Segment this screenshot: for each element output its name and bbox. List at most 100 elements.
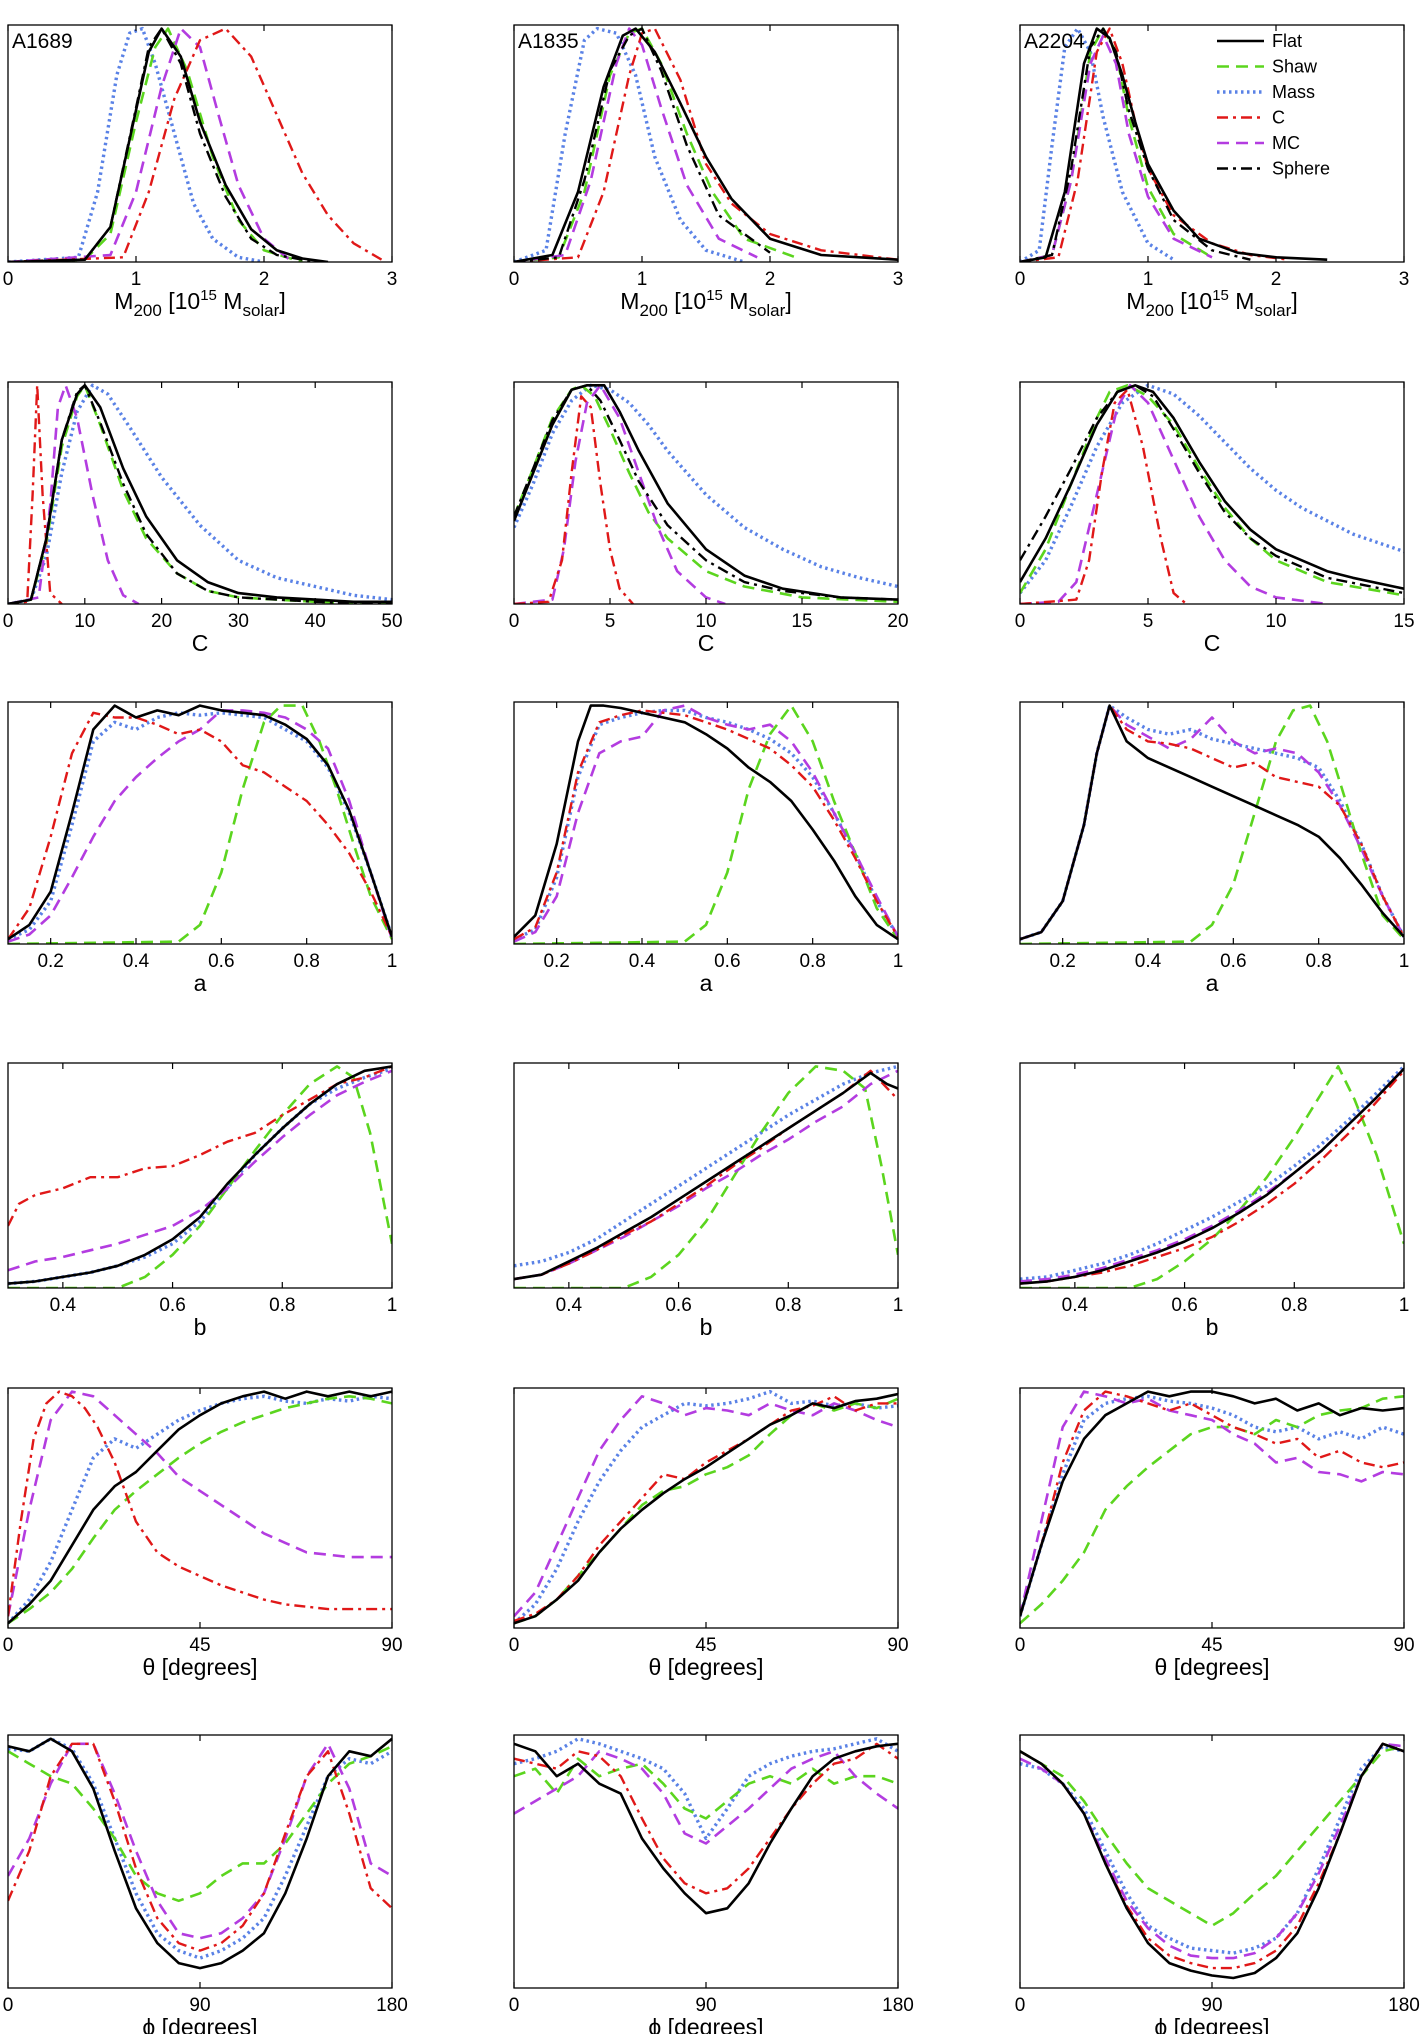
series-mass-line <box>1020 1065 1404 1281</box>
x-axis-label: θ [degrees] <box>648 1654 763 1680</box>
series-mc-line <box>1020 704 1404 941</box>
series-mass-line <box>8 1066 392 1286</box>
series-shaw-line <box>8 27 303 262</box>
series-flat-line <box>8 384 392 604</box>
series-flat-line <box>514 1392 898 1625</box>
series-c-line <box>1020 27 1289 262</box>
series-shaw-line <box>514 27 797 262</box>
axes-frame <box>1019 24 1405 263</box>
axes-frame <box>7 701 393 945</box>
series-mc-line <box>514 1069 898 1281</box>
series-c-line <box>8 27 387 262</box>
x-tick-label: 0.2 <box>543 951 569 972</box>
series-mass-line <box>514 26 745 262</box>
panel-c-A1835: 0 5 10 15 20 C <box>509 381 909 656</box>
x-axis-label: θ [degrees] <box>1154 1654 1269 1680</box>
x-tick-label: 0.8 <box>799 951 825 972</box>
series-flat-line <box>1020 1067 1404 1285</box>
x-axis-label: a <box>1206 970 1219 996</box>
series-lines <box>514 1064 898 1288</box>
series-mass-line <box>514 1389 898 1625</box>
x-axis-label: b <box>1206 1314 1219 1340</box>
x-tick-label: 0 <box>509 611 520 632</box>
x-tick-label: 1 <box>893 951 904 972</box>
series-mass-line <box>8 1394 392 1625</box>
series-lines <box>514 704 898 944</box>
x-tick-label: 1 <box>387 951 398 972</box>
panel-c-A2204: 0 5 10 15 C <box>1015 381 1415 656</box>
series-mc-line <box>514 384 726 604</box>
series-mc-line <box>514 1750 898 1845</box>
series-sphere-line <box>1020 27 1251 262</box>
x-tick-label: 0.6 <box>159 1295 185 1316</box>
axes-frame <box>7 381 393 605</box>
series-shaw-line <box>8 1065 392 1288</box>
series-flat-line <box>514 384 898 601</box>
x-tick-label: 10 <box>1265 611 1286 632</box>
series-c-line <box>8 1065 392 1227</box>
x-tick-label: 90 <box>381 1635 402 1656</box>
x-tick-label: 0 <box>1015 1995 1026 2016</box>
x-axis-label: M200 [1015 Msolar] <box>114 287 285 320</box>
x-tick-label: 0.8 <box>1281 1295 1307 1316</box>
x-tick-label: 0 <box>509 1635 520 1656</box>
series-sphere-line <box>8 27 316 262</box>
x-tick-label: 5 <box>1143 611 1154 632</box>
x-tick-label: 1 <box>893 1295 904 1316</box>
x-tick-label: 0.8 <box>1305 951 1331 972</box>
x-tick-label: 0 <box>3 269 14 290</box>
series-lines <box>1020 383 1404 604</box>
x-tick-label: 1 <box>131 269 142 290</box>
x-tick-label: 1 <box>387 1295 398 1316</box>
series-mc-line <box>514 1395 898 1618</box>
x-tick-label: 90 <box>887 1635 908 1656</box>
panel-a-A1689: 0.2 0.4 0.6 0.8 1 a <box>7 701 398 996</box>
x-tick-label: 0.2 <box>37 951 63 972</box>
x-tick-label: 0.4 <box>556 1295 583 1316</box>
series-mc-line <box>514 704 898 943</box>
series-mc-line <box>1020 1742 1404 1960</box>
series-mc-line <box>1020 1390 1404 1617</box>
x-tick-label: 0 <box>1015 611 1026 632</box>
series-flat-line <box>8 704 392 941</box>
series-shaw-line <box>1020 1395 1404 1625</box>
series-shaw-line <box>1020 27 1213 262</box>
x-tick-label: 180 <box>1388 1995 1420 2016</box>
legend-label-mass: Mass <box>1272 82 1315 102</box>
x-tick-label: 0.8 <box>293 951 319 972</box>
series-shaw-line <box>514 1065 898 1288</box>
x-tick-label: 15 <box>1393 611 1414 632</box>
x-tick-label: 1 <box>1399 951 1410 972</box>
x-tick-label: 180 <box>882 1995 914 2016</box>
x-tick-label: 10 <box>74 611 95 632</box>
x-tick-label: 0.6 <box>1220 951 1246 972</box>
series-mass-line <box>1020 1744 1404 1955</box>
series-flat-line <box>8 1065 392 1285</box>
x-tick-label: 45 <box>695 1635 716 1656</box>
series-shaw-line <box>8 1395 392 1625</box>
x-tick-label: 0.6 <box>1171 1295 1197 1316</box>
series-mass-line <box>8 711 392 941</box>
panel-theta-A1835: 0 45 90 θ [degrees] <box>509 1387 909 1680</box>
series-shaw-line <box>514 1757 898 1820</box>
series-mass-line <box>1020 383 1404 595</box>
axes-frame <box>513 24 899 263</box>
cluster-name-label: A2204 <box>1024 30 1085 53</box>
x-tick-label: 2 <box>1271 269 1282 290</box>
series-mass-line <box>1020 26 1175 262</box>
panel-phi-A2204: 0 90 180 ϕ [degrees] <box>1015 1734 1420 2034</box>
legend: Flat Shaw Mass C MC Sphere <box>1217 31 1330 179</box>
series-mass-line <box>514 383 898 589</box>
legend-label-shaw: Shaw <box>1272 57 1318 77</box>
panel-m200-A1835: 0 1 2 3 M200 [1015 Msolar] A1835 <box>509 24 903 320</box>
x-tick-label: 30 <box>228 611 249 632</box>
x-tick-label: 0.4 <box>1135 951 1162 972</box>
x-tick-label: 10 <box>695 611 716 632</box>
series-sphere-line <box>8 384 392 604</box>
series-flat-line <box>1020 704 1404 941</box>
panel-b-A1835: 0.4 0.6 0.8 1 b <box>513 1062 904 1340</box>
series-flat-line <box>8 1737 392 1970</box>
series-flat-line <box>1020 384 1404 590</box>
cluster-name-label: A1835 <box>518 30 579 53</box>
